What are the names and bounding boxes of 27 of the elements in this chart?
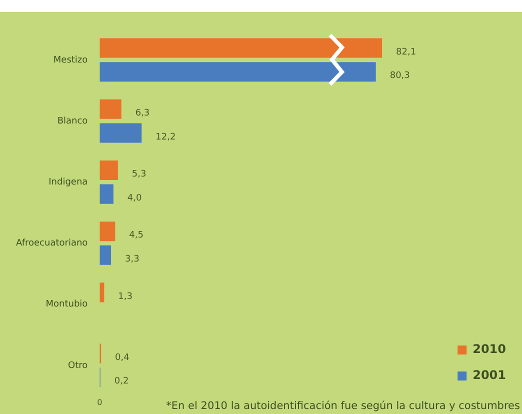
y-tick-label: Blanco xyxy=(57,116,88,126)
y-tick-label: Afroecuatoriano xyxy=(16,238,88,249)
y-tick-label: Mestizo xyxy=(53,55,88,66)
data-label: 5,3 xyxy=(132,170,146,180)
data-label: 80,3 xyxy=(390,71,410,82)
text: 0 xyxy=(97,398,102,408)
bar xyxy=(100,160,118,180)
data-label: 0,4 xyxy=(115,352,130,363)
data-label: 82,1 xyxy=(396,47,416,58)
data-label: 0,2 xyxy=(114,376,129,387)
bar xyxy=(100,99,122,119)
legend-label: 2001 xyxy=(472,368,506,382)
y-tick-label: Indigena xyxy=(48,177,88,188)
bar xyxy=(100,123,142,143)
data-label: 4,0 xyxy=(127,193,142,204)
bar xyxy=(100,245,112,265)
data-label: 4,5 xyxy=(129,230,144,241)
bar xyxy=(100,184,114,204)
text: *En el 2010 la autoidentificación fue según la cultura y costumbres xyxy=(166,400,520,412)
legend-label: 2010 xyxy=(472,342,506,356)
bar xyxy=(100,222,116,242)
data-label: 3,3 xyxy=(125,254,140,265)
y-tick-label: Montubio xyxy=(46,300,88,310)
data-label: 1,3 xyxy=(118,292,132,302)
data-label: 6,3 xyxy=(135,108,150,118)
y-tick-label: Otro xyxy=(68,360,88,371)
data-label: 12,2 xyxy=(156,132,176,142)
